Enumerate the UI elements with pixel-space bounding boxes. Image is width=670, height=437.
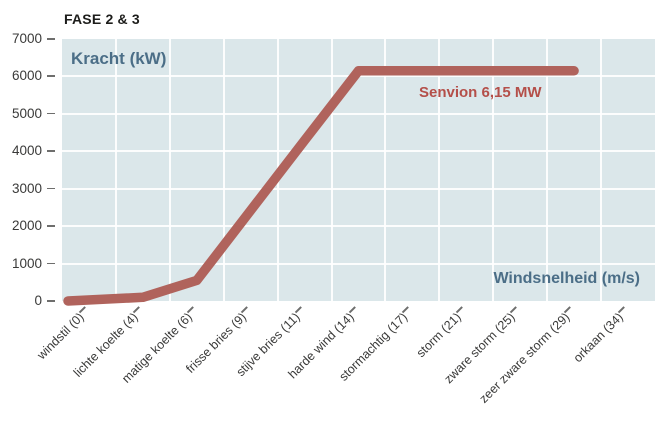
x-axis-category-label: windstil (0)	[34, 310, 87, 363]
series-label: Senvion 6,15 MW	[419, 84, 542, 101]
gridline-vertical	[330, 39, 333, 301]
x-axis-tick-mark	[510, 306, 517, 313]
gridline-vertical	[168, 39, 171, 301]
gridline-horizontal	[62, 187, 655, 190]
y-axis-tick-mark	[47, 300, 55, 302]
x-axis-category-label: storm (21)	[414, 310, 465, 361]
y-axis-tick-label: 6000	[11, 68, 42, 84]
x-axis-tick-mark	[617, 306, 625, 313]
y-axis-tick-mark	[47, 38, 55, 40]
gridline-vertical	[600, 39, 603, 301]
y-axis-tick-label: 1000	[11, 255, 42, 271]
x-axis-tick-mark	[402, 306, 409, 313]
x-axis-category-label: zeer zware storm (29)	[476, 310, 573, 406]
y-axis-tick-mark	[47, 262, 55, 265]
x-axis-tick-mark	[456, 306, 463, 313]
x-axis-category-label: orkaan (34)	[570, 310, 626, 366]
y-axis-tick-mark	[47, 75, 55, 77]
power-curve	[63, 66, 579, 306]
y-axis-tick-label: 4000	[11, 143, 42, 159]
gridline-horizontal	[62, 150, 655, 153]
plot-area: Kracht (kW) Senvion 6,15 MW Windsnelheid…	[62, 39, 655, 306]
y-axis-tick-mark	[47, 112, 55, 115]
y-axis-tick-label: 2000	[11, 218, 42, 234]
y-axis-tick-mark	[47, 225, 55, 227]
chart-title: FASE 2 & 3	[64, 11, 140, 27]
gridline-vertical	[114, 39, 117, 301]
y-axis-tick-label: 3000	[11, 180, 42, 196]
gridline-horizontal	[62, 225, 655, 228]
y-axis-tick-label: 5000	[11, 105, 42, 121]
gridline-vertical	[222, 39, 225, 301]
gridline-horizontal	[62, 112, 655, 115]
gridline-vertical	[546, 39, 549, 301]
gridline-vertical	[492, 39, 495, 301]
y-axis-tick-mark	[47, 187, 55, 190]
x-axis-tick-mark	[132, 306, 140, 313]
gridline-horizontal	[62, 262, 655, 265]
y-axis-tick-label: 0	[34, 293, 42, 308]
y-axis-tick-mark	[47, 150, 55, 152]
x-axis-title: Windsnelheid (m/s)	[493, 270, 640, 287]
power-curve-path	[63, 66, 579, 306]
gridline-vertical	[384, 39, 387, 301]
y-axis-title: Kracht (kW)	[71, 49, 167, 68]
y-axis-tick-label: 7000	[11, 31, 42, 46]
gridline-vertical	[438, 39, 441, 301]
